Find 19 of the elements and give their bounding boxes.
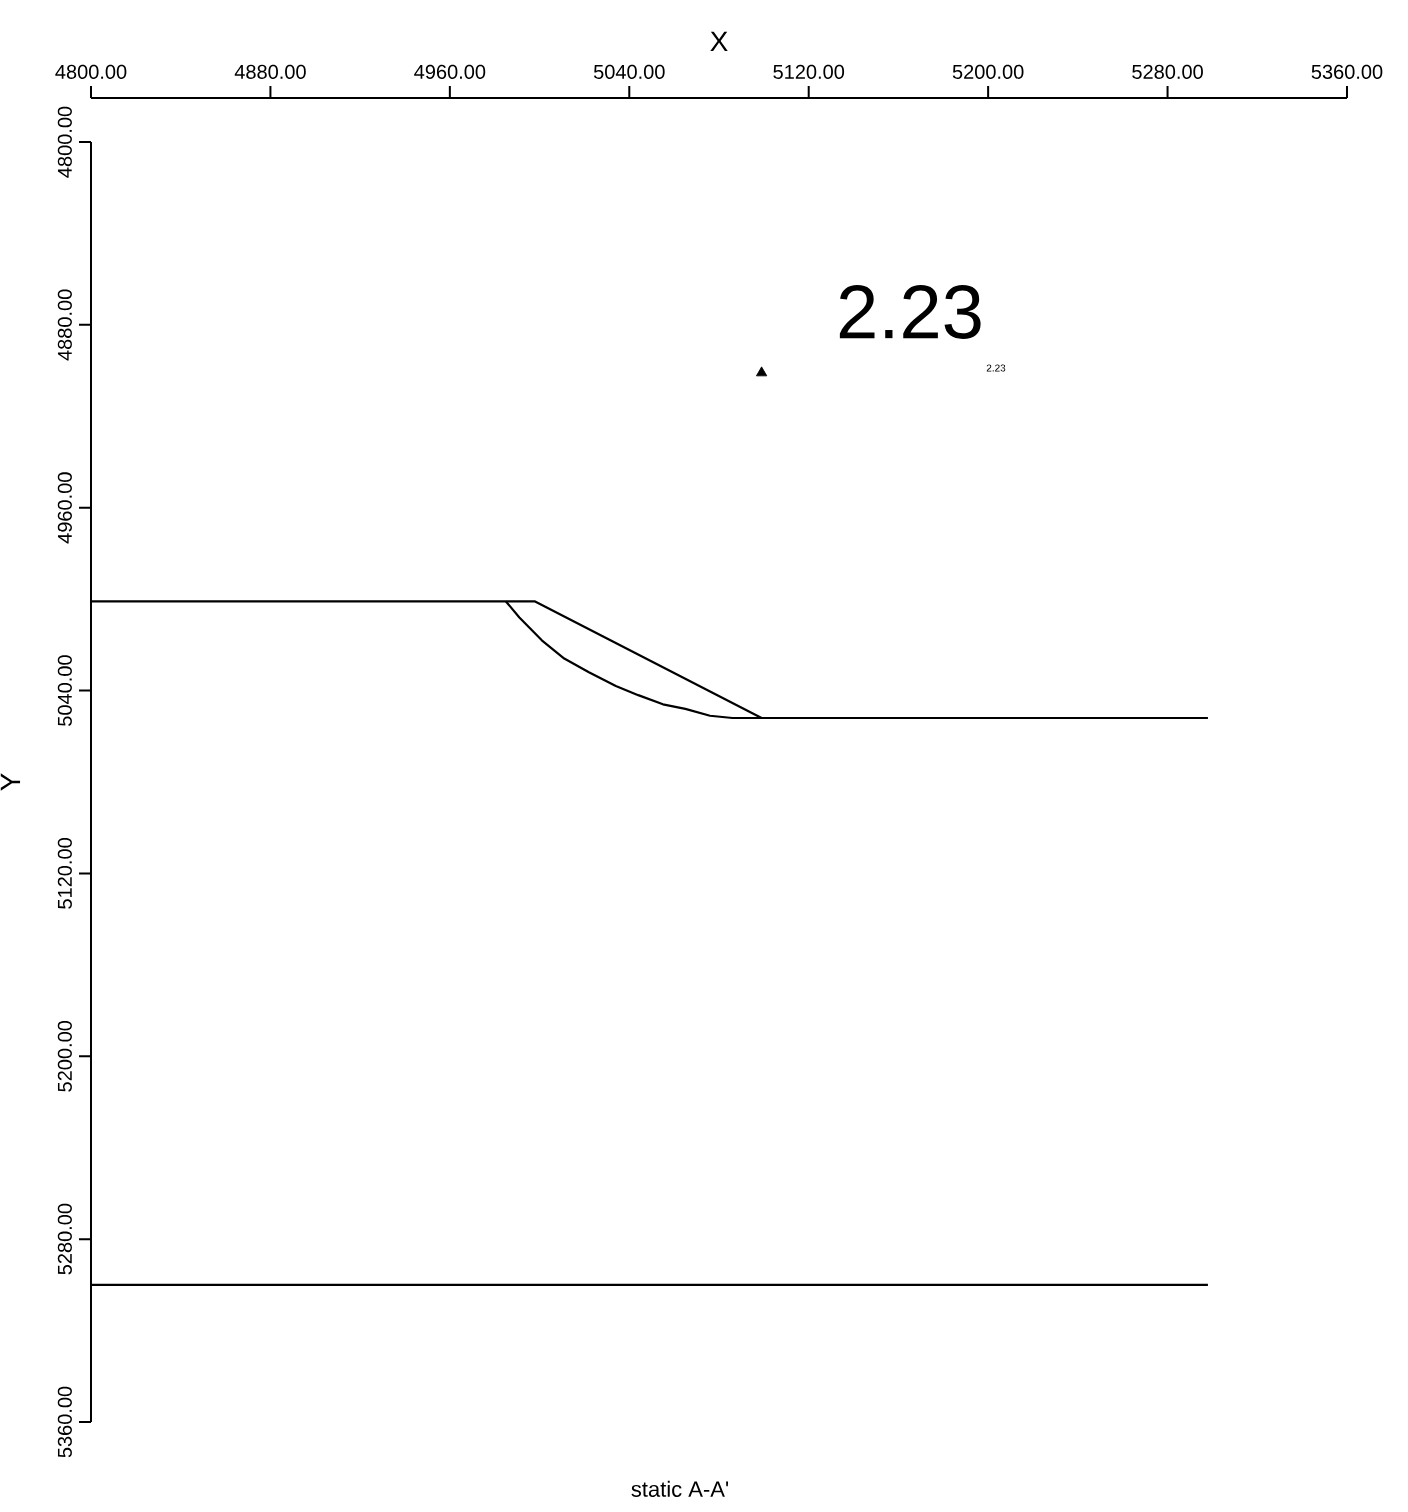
x-tick-label: 4960.00 (414, 64, 486, 79)
x-axis-title: X (710, 31, 728, 52)
x-tick-label: 5120.00 (773, 64, 845, 79)
y-tick-label: 5280.00 (57, 1203, 72, 1275)
y-tick-label: 4880.00 (57, 289, 72, 361)
x-tick-label: 5360.00 (1311, 64, 1383, 79)
x-tick-label: 4880.00 (234, 64, 306, 79)
y-tick-label: 5040.00 (57, 655, 72, 726)
annotation: 2.23 (986, 364, 1006, 372)
text: static A-A' (631, 1480, 729, 1497)
x-tick-label: 5040.00 (593, 64, 665, 79)
x-tick-label: 5200.00 (952, 64, 1024, 79)
annotation: 2.23 (839, 285, 981, 339)
x-tick-label: 5280.00 (1132, 64, 1203, 79)
y-tick-label: 5120.00 (57, 838, 72, 909)
y-axis-title: Y (0, 773, 21, 791)
y-tick-label: 5200.00 (57, 1020, 72, 1092)
y-tick-label: 5360.00 (57, 1386, 72, 1458)
y-tick-label: 4960.00 (57, 472, 72, 544)
